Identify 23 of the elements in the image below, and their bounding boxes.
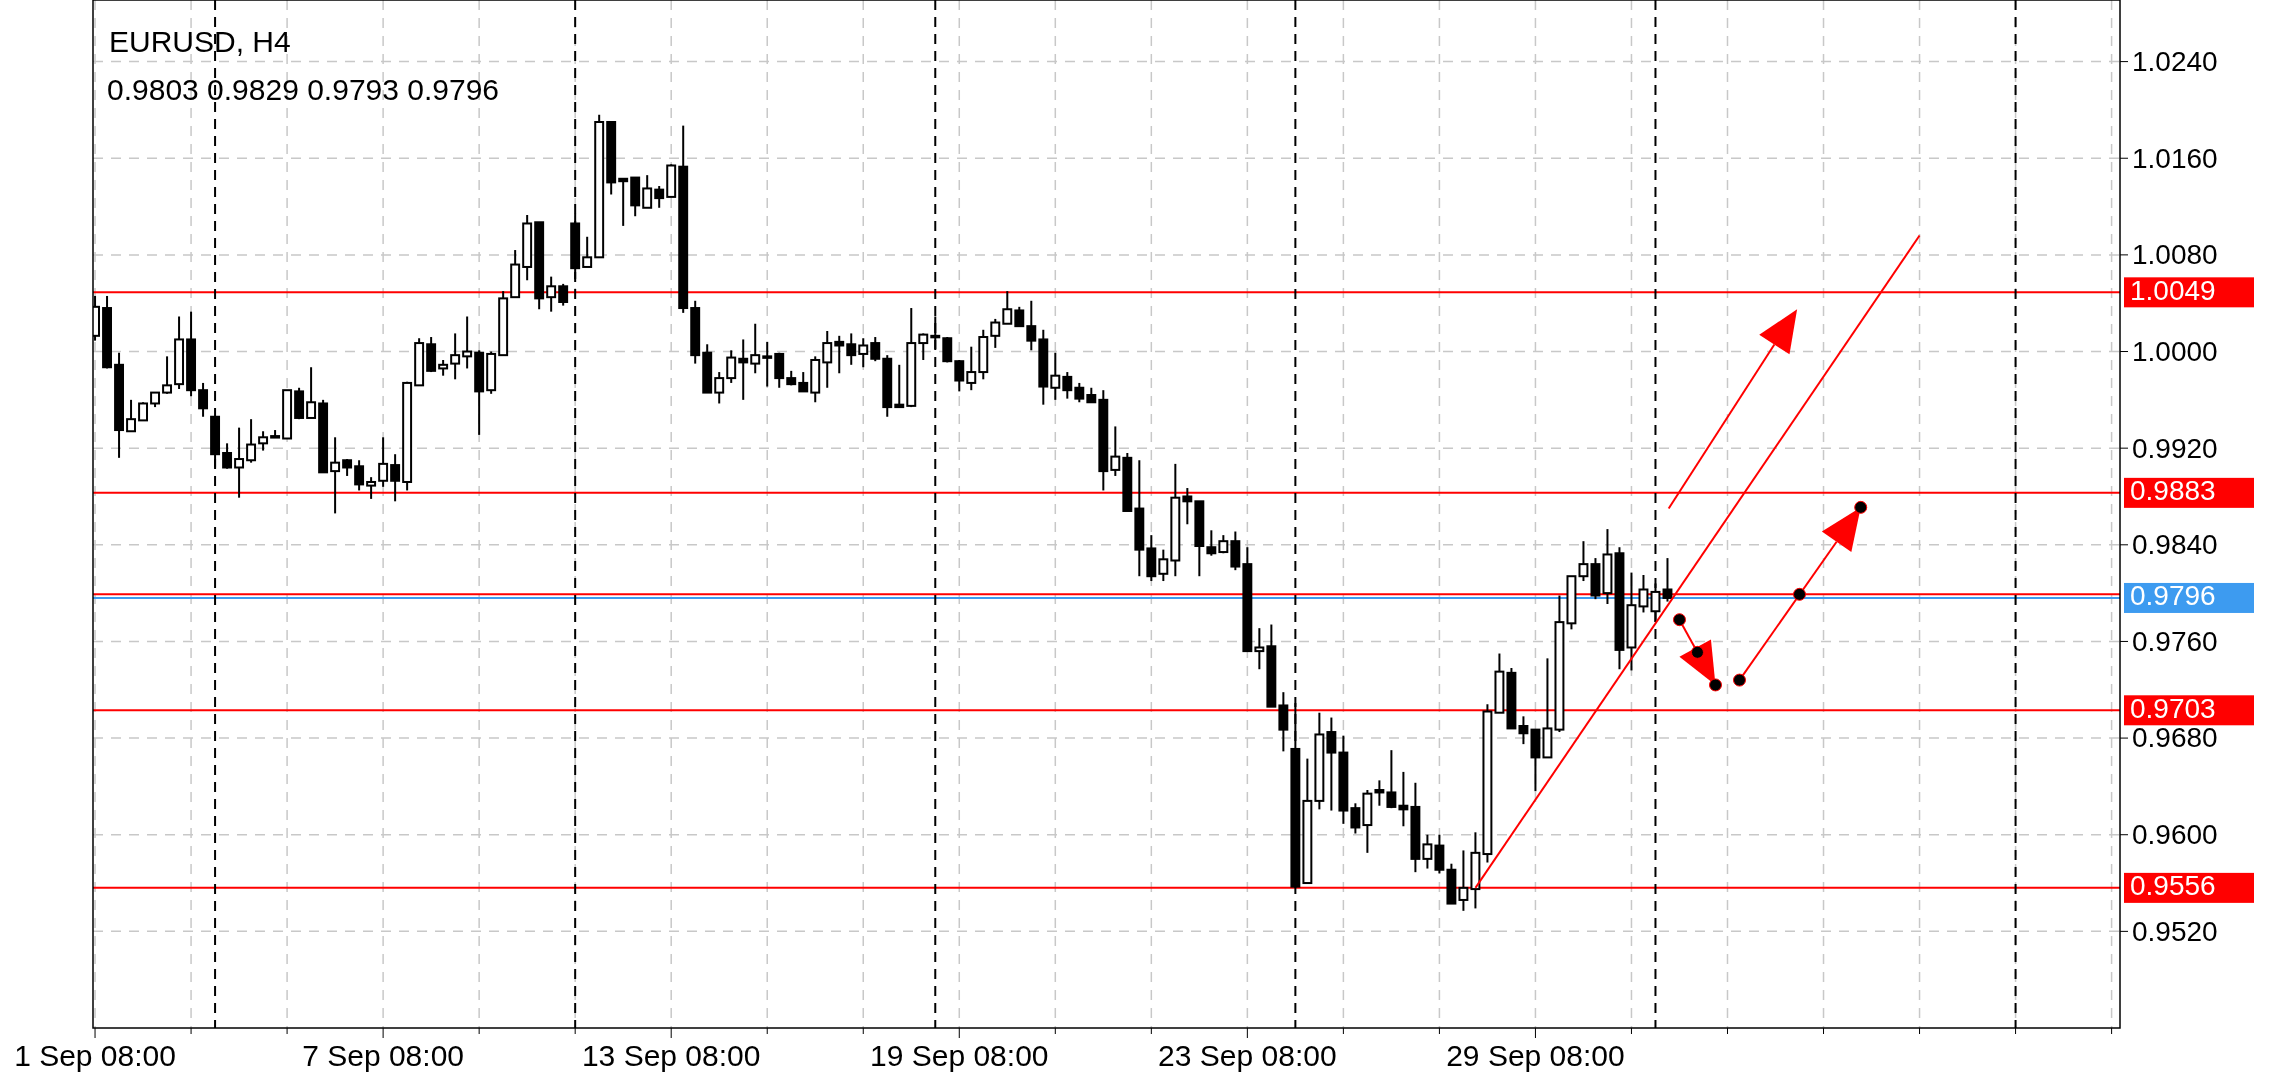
- y-tick-label: 0.9760: [2132, 625, 2218, 657]
- x-tick-label: 29 Sep 08:00: [1446, 1039, 1625, 1072]
- ref-line-label: 1.0049: [2130, 274, 2216, 306]
- ref-line-label: 0.9796: [2130, 580, 2216, 612]
- text: EURUSD, H4: [109, 25, 291, 58]
- x-tick-label: 19 Sep 08:00: [870, 1039, 1049, 1072]
- y-tick-label: 1.0160: [2132, 142, 2218, 174]
- ref-line-label: 0.9556: [2130, 870, 2216, 902]
- ref-line-label: 0.9703: [2130, 692, 2216, 724]
- text: 0.9803 0.9829 0.9793 0.9796: [107, 73, 500, 106]
- y-tick-label: 0.9680: [2132, 722, 2218, 754]
- y-tick-label: 1.0080: [2132, 239, 2218, 271]
- ref-line-label: 0.9883: [2130, 475, 2216, 507]
- y-tick-label: 0.9520: [2132, 915, 2218, 947]
- y-tick-label: 0.9920: [2132, 432, 2218, 464]
- y-tick-label: 0.9600: [2132, 819, 2218, 851]
- x-tick-label: 13 Sep 08:00: [581, 1039, 761, 1072]
- y-tick-label: 1.0240: [2132, 46, 2218, 77]
- x-tick-label: 1 Sep 08:00: [14, 1039, 176, 1072]
- y-tick-label: 0.9840: [2132, 529, 2218, 561]
- y-tick-label: 1.0000: [2132, 335, 2218, 367]
- x-tick-label: 7 Sep 08:00: [302, 1039, 465, 1072]
- x-tick-label: 23 Sep 08:00: [1158, 1039, 1337, 1072]
